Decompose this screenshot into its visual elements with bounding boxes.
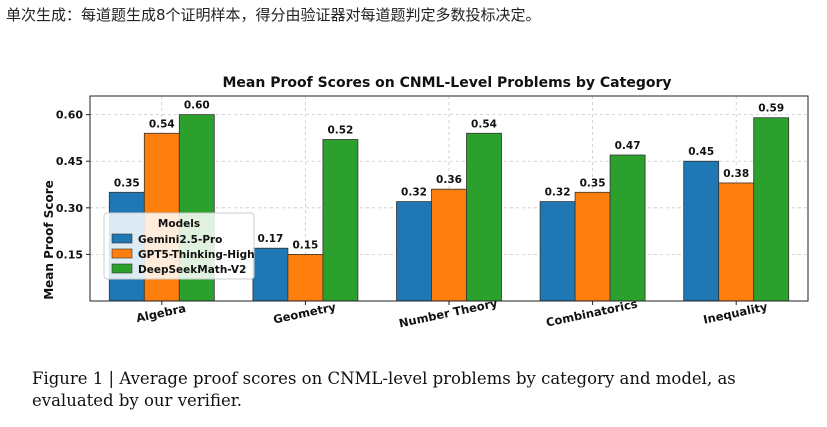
legend-entry: DeepSeekMath-V2 [138, 264, 246, 276]
legend-title: Models [158, 218, 200, 230]
bar [252, 247, 289, 302]
y-tick-label: 0.45 [56, 155, 83, 168]
bar [683, 160, 720, 302]
data-label: 0.54 [471, 118, 497, 130]
data-labels: 0.35 0.54 0.60 0.17 0.15 0.52 0.32 0.36 0.54 0.32… [114, 100, 784, 252]
data-label: 0.35 [114, 177, 140, 189]
y-axis-label: Mean Proof Score [42, 180, 56, 300]
legend-swatch [111, 248, 133, 259]
bar [574, 191, 611, 302]
data-label: 0.60 [184, 100, 210, 112]
data-label: 0.54 [149, 118, 175, 130]
bar [396, 201, 432, 302]
data-label: 0.38 [723, 168, 749, 180]
y-tick-label: 0.60 [56, 109, 83, 122]
bar [287, 254, 324, 302]
data-label: 0.45 [688, 146, 714, 158]
bar [753, 117, 790, 302]
y-tick-label: 0.30 [56, 202, 83, 215]
y-tick-label: 0.15 [56, 248, 83, 261]
data-label: 0.59 [758, 103, 784, 115]
legend: Models Gemini2.5-Pro GPT5-Thinking-High Dee… [103, 212, 255, 280]
x-tick-label: Inequality [702, 299, 769, 326]
legend-swatch [111, 263, 133, 274]
figure-caption: Figure 1 | Average proof scores on CNML-… [32, 369, 736, 410]
top-note: 单次生成：每道题生成8个证明样本，得分由验证器对每道题判定多数投标决定。 [6, 6, 541, 24]
legend-entry: GPT5-Thinking-High [138, 249, 255, 261]
bar [431, 188, 467, 302]
data-label: 0.17 [257, 233, 283, 245]
chart-title: Mean Proof Scores on CNML-Level Problems… [222, 75, 671, 91]
data-label: 0.36 [436, 174, 462, 186]
x-tick-label: Geometry [272, 300, 338, 327]
bar-chart: Mean Proof Scores on CNML-Level Problems… [42, 75, 809, 330]
legend-swatch [111, 233, 133, 244]
data-label: 0.15 [292, 239, 318, 251]
legend-entry: Gemini2.5-Pro [138, 234, 222, 246]
bar [539, 201, 576, 302]
bar [466, 132, 502, 302]
data-label: 0.32 [401, 187, 427, 199]
bar [322, 139, 359, 302]
data-label: 0.47 [615, 140, 641, 152]
bar [718, 182, 755, 302]
x-tick-label: Algebra [135, 301, 187, 325]
data-label: 0.35 [580, 177, 606, 189]
data-label: 0.52 [327, 124, 353, 136]
data-label: 0.32 [545, 187, 571, 199]
bar [609, 154, 646, 302]
legend-box [103, 212, 255, 280]
